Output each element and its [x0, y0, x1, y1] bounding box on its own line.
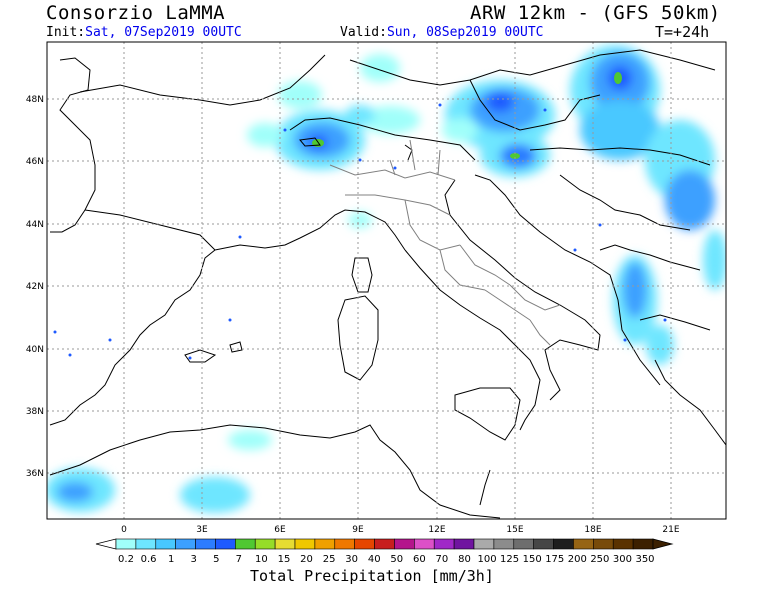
lat-label: 44N — [26, 220, 44, 230]
colorbar-tick-label: 70 — [436, 554, 449, 565]
lat-label: 46N — [26, 157, 44, 167]
colorbar-tick-label: 0.6 — [141, 554, 157, 565]
colorbar-tick-label: 15 — [278, 554, 291, 565]
colorbar-tick-label: 7 — [236, 554, 242, 565]
init-label: Init: — [46, 25, 86, 40]
colorbar-cell — [294, 538, 316, 550]
colorbar-low-arrow — [95, 538, 117, 550]
colorbar-cell — [235, 538, 256, 550]
colorbar-cell — [274, 538, 296, 550]
colorbar-cell — [215, 538, 236, 550]
colorbar-tick-label: 175 — [545, 554, 564, 565]
colorbar-cell — [195, 538, 216, 550]
valid-time-value: Sun, 08Sep2019 00UTC — [386, 25, 544, 40]
colorbar-high-arrow — [652, 538, 674, 550]
lon-label: 15E — [506, 525, 523, 535]
colorbar-cell — [414, 538, 435, 550]
colorbar-tick-label: 40 — [368, 554, 381, 565]
lon-label: 18E — [584, 525, 601, 535]
colorbar-ticks: 0.2 0.6 1 3 5 7 10 15 20 25 30 40 50 60 70 80 100 125 150 1… — [118, 554, 655, 565]
colorbar-tick-label: 250 — [590, 554, 609, 565]
colorbar-tick-label: 25 — [323, 554, 336, 565]
colorbar-tick-label: 300 — [613, 554, 632, 565]
colorbar-tick-label: 20 — [300, 554, 313, 565]
longitude-labels: 0 3E 6E 9E 12E 15E 18E 21E — [121, 525, 680, 535]
valid-label: Valid: — [340, 25, 387, 40]
colorbar-cell — [354, 538, 375, 550]
colorbar-tick-label: 150 — [523, 554, 542, 565]
colorbar-tick-label: 350 — [635, 554, 654, 565]
lon-label: 9E — [352, 525, 364, 535]
lon-label: 3E — [196, 525, 208, 535]
colorbar-cell — [632, 538, 654, 550]
colorbar-cell — [314, 538, 336, 550]
colorbar-tick-label: 125 — [500, 554, 519, 565]
water-features — [53, 103, 667, 360]
init-time: Init:Sat, 07Sep2019 00UTC — [46, 25, 242, 40]
colorbar-tick-label: 80 — [458, 554, 471, 565]
graticule — [47, 42, 726, 519]
colorbar-tick-label: 1 — [168, 554, 174, 565]
colorbar-tick-label: 10 — [255, 554, 268, 565]
colorbar-cell — [334, 538, 355, 550]
colorbar-cell — [573, 538, 594, 550]
lat-label: 38N — [26, 407, 44, 417]
colorbar-cell — [493, 538, 515, 550]
lat-label: 42N — [26, 282, 44, 292]
colorbar-tick-label: 50 — [390, 554, 403, 565]
colorbar-cell — [135, 538, 157, 550]
lon-label: 6E — [274, 525, 286, 535]
colorbar-tick-label: 60 — [413, 554, 426, 565]
colorbar-cell — [374, 538, 395, 550]
precipitation-fields — [47, 45, 726, 519]
colorbar-tick-label: 100 — [477, 554, 496, 565]
colorbar-tick-label: 0.2 — [118, 554, 134, 565]
precip-peak-slovenia — [510, 153, 520, 159]
colorbar-cell — [593, 538, 614, 550]
country-borders — [79, 49, 716, 506]
latitude-labels: 48N 46N 44N 42N 40N 38N 36N — [26, 95, 44, 479]
model-title: ARW 12km - (GFS 50km) — [470, 2, 721, 24]
colorbar-cell — [473, 538, 495, 550]
colorbar-cells — [95, 538, 674, 550]
colorbar-tick-label: 200 — [568, 554, 587, 565]
colorbar-cell — [433, 538, 455, 550]
colorbar-tick-label: 30 — [345, 554, 358, 565]
colorbar-tick-label: 3 — [191, 554, 197, 565]
colorbar-cell — [155, 538, 176, 550]
colorbar-cell — [612, 538, 634, 550]
lon-label: 0 — [121, 525, 127, 535]
valid-time: Valid:Sun, 08Sep2019 00UTC — [340, 25, 544, 40]
colorbar-title: Total Precipitation [mm/3h] — [250, 567, 494, 585]
colorbar-cell — [254, 538, 276, 550]
colorbar-cell — [533, 538, 554, 550]
colorbar-cell — [115, 538, 137, 550]
lat-label: 36N — [26, 469, 44, 479]
lon-label: 12E — [428, 525, 445, 535]
lon-label: 21E — [662, 525, 679, 535]
forecast-step: T=+24h — [655, 23, 710, 41]
colorbar-tick-label: 5 — [213, 554, 219, 565]
organization-title: Consorzio LaMMA — [46, 2, 226, 24]
precip-peak-hungary — [614, 72, 622, 84]
colorbar-cell — [453, 538, 475, 550]
map-frame — [46, 41, 727, 520]
colorbar-cell — [553, 538, 574, 550]
coastlines — [49, 57, 726, 519]
colorbar-cell — [175, 538, 196, 550]
colorbar-cell — [513, 538, 534, 550]
colorbar-cell — [394, 538, 415, 550]
lat-label: 48N — [26, 95, 44, 105]
init-time-value: Sat, 07Sep2019 00UTC — [85, 25, 242, 40]
lat-label: 40N — [26, 345, 44, 355]
